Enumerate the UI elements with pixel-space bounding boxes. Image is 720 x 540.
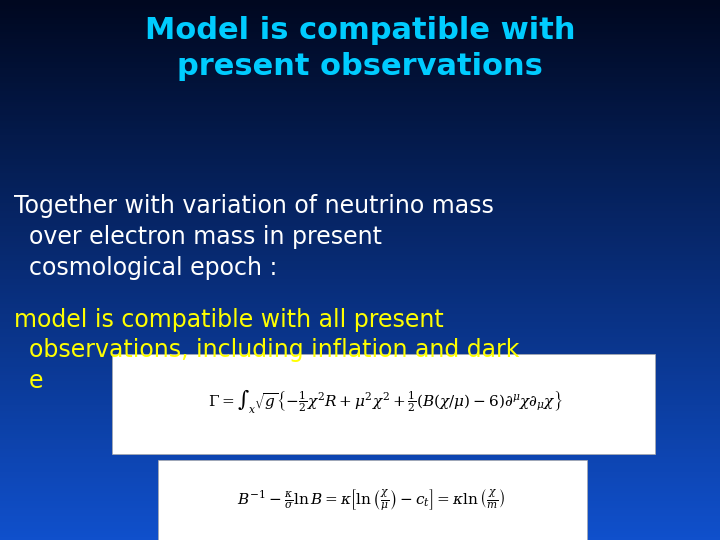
FancyBboxPatch shape [158, 460, 587, 540]
Text: $\mathit{\Gamma} = \int_{x} \sqrt{g} \left\{ -\frac{1}{2}\chi^2 R + \mu^2\chi^2 : $\mathit{\Gamma} = \int_{x} \sqrt{g} \le… [208, 388, 562, 416]
Text: Together with variation of neutrino mass
  over electron mass in present
  cosmo: Together with variation of neutrino mass… [14, 194, 494, 280]
Text: model is compatible with all present
  observations, including inflation and dar: model is compatible with all present obs… [14, 308, 520, 393]
Text: $B^{-1} - \frac{\kappa}{\sigma}\ln B = \kappa\left[\ln\left(\frac{\chi}{\mu}\rig: $B^{-1} - \frac{\kappa}{\sigma}\ln B = \… [237, 488, 505, 512]
Text: Model is compatible with
present observations: Model is compatible with present observa… [145, 16, 575, 81]
FancyBboxPatch shape [112, 354, 655, 454]
